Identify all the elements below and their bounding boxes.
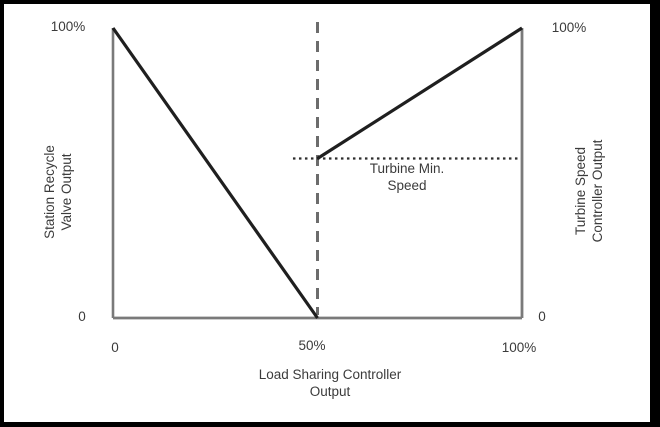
- left-axis-top-tick-label: 100%: [50, 19, 86, 34]
- turbine-min-speed-label: Turbine Min. Speed: [369, 161, 445, 193]
- right-y-axis-title: Turbine Speed Controller Output: [573, 139, 605, 243]
- x-axis-tick-100: 100%: [501, 340, 537, 355]
- left-y-axis-title: Station Recycle Valve Output: [42, 145, 74, 239]
- right-axis-top-tick-label: 100%: [551, 20, 587, 35]
- left-axis-bottom-tick-label: 0: [78, 309, 86, 324]
- x-axis-title: Load Sharing Controller Output: [258, 367, 402, 399]
- chart-canvas: [111, 22, 524, 320]
- x-axis-tick-0: 0: [111, 340, 119, 355]
- series-line-recycle-valve: [111, 27, 319, 319]
- x-axis-tick-50: 50%: [298, 338, 326, 353]
- chart-panel: 100% 0 100% 0 0 50% 100% Load Sharing Co…: [4, 4, 650, 422]
- series-line-turbine-speed: [316, 26, 523, 160]
- right-axis-bottom-tick-label: 0: [538, 309, 546, 324]
